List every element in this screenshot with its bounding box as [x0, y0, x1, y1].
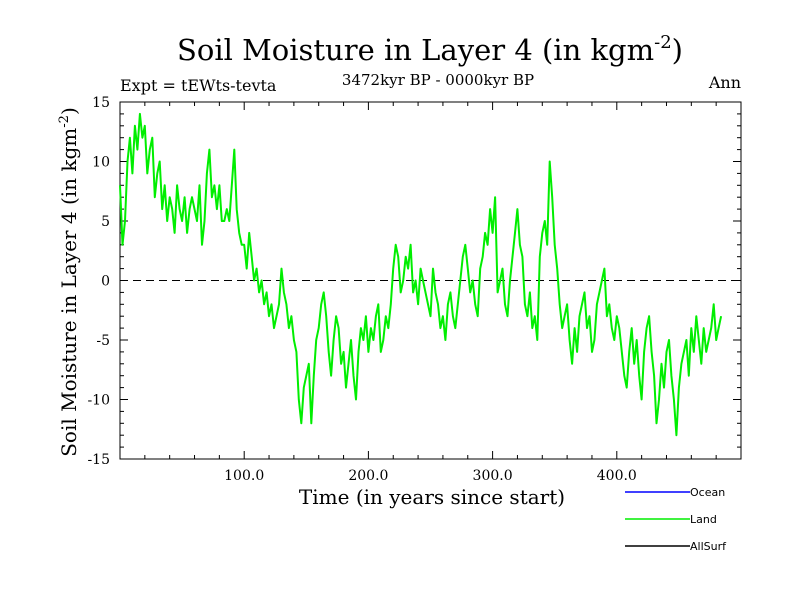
y-tick-label: 15 [92, 95, 110, 111]
chart-subtitle: 3472kyr BP - 0000kyr BP [342, 71, 534, 89]
y-axis-label: Soil Moisture in Layer 4 (in kgm-2) [57, 107, 81, 457]
chart-title: Soil Moisture in Layer 4 (in kgm-2) [177, 32, 683, 67]
plot-area: -15 -10 -5 0 5 10 15 100.0 200.0 300.0 400.0 [87, 95, 742, 484]
legend-label-allsurf: AllSurf [690, 540, 727, 553]
legend: Ocean Land AllSurf [625, 486, 727, 553]
legend-label-ocean: Ocean [690, 486, 725, 499]
x-tick-label: 200.0 [348, 468, 388, 484]
experiment-label: Expt = tEWts-tevta [120, 76, 277, 95]
y-tick-label: -5 [96, 333, 110, 349]
x-tick-label: 400.0 [597, 468, 637, 484]
y-tick-label: -15 [87, 452, 110, 468]
x-tick-label: 300.0 [473, 468, 513, 484]
x-axis-label: Time (in years since start) [299, 485, 565, 509]
season-label: Ann [708, 73, 741, 92]
series-line-land [119, 112, 723, 437]
legend-label-land: Land [690, 513, 717, 526]
x-tick-label: 100.0 [224, 468, 264, 484]
y-tick-label: 5 [101, 214, 110, 230]
y-tick-label: 0 [101, 274, 110, 290]
y-tick-label: 10 [92, 155, 110, 171]
y-tick-label: -10 [87, 393, 110, 409]
